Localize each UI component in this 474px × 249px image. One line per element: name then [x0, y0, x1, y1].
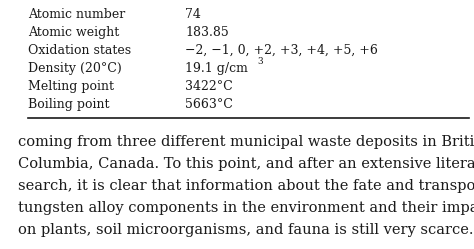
Text: Atomic number: Atomic number: [28, 8, 125, 21]
Text: 19.1 g/cm: 19.1 g/cm: [185, 62, 248, 75]
Text: on plants, soil microorganisms, and fauna is still very scarce.: on plants, soil microorganisms, and faun…: [18, 223, 474, 237]
Text: 5663°C: 5663°C: [185, 98, 233, 111]
Text: Columbia, Canada. To this point, and after an extensive literature: Columbia, Canada. To this point, and aft…: [18, 157, 474, 171]
Text: Melting point: Melting point: [28, 80, 114, 93]
Text: 3422°C: 3422°C: [185, 80, 233, 93]
Text: Atomic weight: Atomic weight: [28, 26, 119, 39]
Text: search, it is clear that information about the fate and transport of: search, it is clear that information abo…: [18, 179, 474, 193]
Text: 74: 74: [185, 8, 201, 21]
Text: Boiling point: Boiling point: [28, 98, 109, 111]
Text: 3: 3: [257, 57, 263, 66]
Text: Density (20°C): Density (20°C): [28, 62, 122, 75]
Text: 183.85: 183.85: [185, 26, 229, 39]
Text: tungsten alloy components in the environment and their impact: tungsten alloy components in the environ…: [18, 201, 474, 215]
Text: −2, −1, 0, +2, +3, +4, +5, +6: −2, −1, 0, +2, +3, +4, +5, +6: [185, 44, 378, 57]
Text: Oxidation states: Oxidation states: [28, 44, 131, 57]
Text: coming from three different municipal waste deposits in British: coming from three different municipal wa…: [18, 135, 474, 149]
